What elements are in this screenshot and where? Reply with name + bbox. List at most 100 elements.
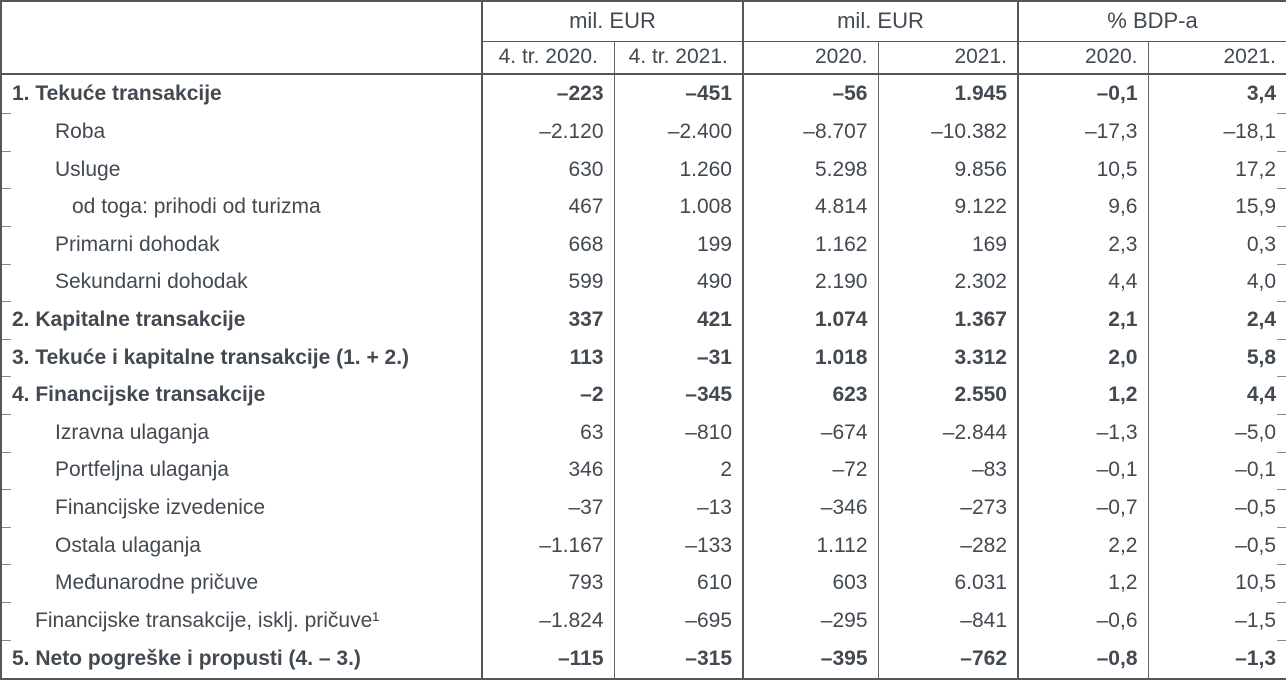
value-cell: 1.162 [742, 226, 878, 264]
value-cell: 10,5 [1147, 564, 1286, 603]
value-cell: –0,8 [1017, 639, 1148, 679]
value-cell: –0,5 [1147, 489, 1286, 527]
value-cell: 793 [481, 564, 614, 603]
value-cell: 337 [481, 301, 614, 339]
value-cell: –37 [481, 489, 614, 527]
value-cell: 9.122 [877, 188, 1018, 226]
col-header-q4-2020: 4. tr. 2020. [481, 41, 614, 75]
column-group-mil-eur-annual: mil. EUR [742, 1, 1018, 42]
value-cell: –2.400 [613, 113, 743, 151]
value-cell: –0,1 [1017, 74, 1148, 114]
value-cell: –0,6 [1017, 602, 1148, 640]
col-header-2021-eur: 2021. [877, 41, 1018, 75]
value-cell: 1.112 [742, 526, 878, 565]
value-cell: –10.382 [877, 113, 1018, 151]
value-cell: –0,1 [1017, 451, 1148, 490]
value-cell: –17,3 [1017, 113, 1148, 151]
value-cell: 4,4 [1147, 376, 1286, 415]
value-cell: 5.298 [742, 150, 878, 189]
value-cell: 9.856 [877, 150, 1018, 189]
value-cell: –2.844 [877, 414, 1018, 452]
value-cell: 113 [481, 338, 614, 377]
value-cell: –0,7 [1017, 489, 1148, 527]
value-cell: –1.824 [481, 602, 614, 640]
value-cell: –346 [742, 489, 878, 527]
value-cell: 15,9 [1147, 188, 1286, 226]
col-header-q4-2021: 4. tr. 2021. [613, 41, 743, 75]
row-label: 2. Kapitalne transakcije [1, 301, 482, 339]
value-cell: 1.367 [877, 301, 1018, 339]
column-group-mil-eur-quarterly: mil. EUR [481, 1, 743, 42]
value-cell: 2 [613, 451, 743, 490]
value-cell: –695 [613, 602, 743, 640]
value-cell: 1.260 [613, 150, 743, 189]
row-label: od toga: prihodi od turizma [1, 188, 482, 226]
column-group-header-row: mil. EUR mil. EUR % BDP-a [1, 1, 1286, 75]
value-cell: –5,0 [1147, 414, 1286, 452]
row-label: Financijske transakcije, isklj. pričuve¹ [1, 602, 482, 640]
value-cell: –56 [742, 74, 878, 114]
corner-empty-cell [1, 1, 483, 75]
row-label: 5. Neto pogreške i propusti (4. – 3.) [1, 639, 482, 679]
value-cell: 610 [613, 564, 743, 603]
table-row: 2. Kapitalne transakcije 337 421 1.074 1.367… [1, 301, 1286, 339]
value-cell: –2 [481, 376, 614, 415]
value-cell: 10,5 [1017, 150, 1148, 189]
value-cell: –18,1 [1147, 113, 1286, 151]
value-cell: –395 [742, 639, 878, 679]
value-cell: 2,2 [1017, 526, 1148, 565]
col-header-2021-pct: 2021. [1147, 41, 1286, 75]
table-row: 1. Tekuće transakcije –223 –451 –56 1.945 –0,… [1, 74, 1286, 114]
value-cell: 2,4 [1147, 301, 1286, 339]
table-row: Međunarodne pričuve 793 610 603 6.031 1,2 10,5 [1, 564, 1286, 603]
value-cell: –13 [613, 489, 743, 527]
value-cell: 1.008 [613, 188, 743, 226]
value-cell: 467 [481, 188, 614, 226]
table-row: Izravna ulaganja 63 –810 –674 –2.844 –1,3 –5,0 [1, 414, 1286, 452]
value-cell: –451 [613, 74, 743, 114]
value-cell: 623 [742, 376, 878, 415]
value-cell: –1,3 [1147, 639, 1286, 679]
row-label: Financijske izvedenice [1, 489, 482, 527]
value-cell: 0,3 [1147, 226, 1286, 264]
value-cell: –1,3 [1017, 414, 1148, 452]
value-cell: –72 [742, 451, 878, 490]
row-label: 3. Tekuće i kapitalne transakcije (1. + … [1, 338, 482, 377]
value-cell: –1.167 [481, 526, 614, 565]
value-cell: 63 [481, 414, 614, 452]
row-label: Izravna ulaganja [1, 414, 482, 452]
value-cell: –2.120 [481, 113, 614, 151]
col-header-2020-pct: 2020. [1017, 41, 1148, 75]
value-cell: –0,5 [1147, 526, 1286, 565]
table-row: Financijske transakcije, isklj. pričuve¹… [1, 602, 1286, 640]
value-cell: –345 [613, 376, 743, 415]
value-cell: 599 [481, 263, 614, 302]
value-cell: –282 [877, 526, 1018, 565]
value-cell: –295 [742, 602, 878, 640]
value-cell: –115 [481, 639, 614, 679]
value-cell: 5,8 [1147, 338, 1286, 377]
table-row: od toga: prihodi od turizma 467 1.008 4.814… [1, 188, 1286, 226]
row-label: Primarni dohodak [1, 226, 482, 264]
value-cell: 346 [481, 451, 614, 490]
value-cell: –133 [613, 526, 743, 565]
value-cell: 2,0 [1017, 338, 1148, 377]
table-header: mil. EUR mil. EUR % BDP-a 4. tr. 2020. 4… [1, 1, 1286, 75]
value-cell: 6.031 [877, 564, 1018, 603]
value-cell: 2,3 [1017, 226, 1148, 264]
row-label: Ostala ulaganja [1, 526, 482, 565]
value-cell: 3.312 [877, 338, 1018, 377]
value-cell: 1.018 [742, 338, 878, 377]
value-cell: –674 [742, 414, 878, 452]
value-cell: 1.945 [877, 74, 1018, 114]
table-row: Usluge 630 1.260 5.298 9.856 10,5 17,2 [1, 150, 1286, 189]
sub-header-row: 4. tr. 2020. 4. tr. 2021. 2020. 2021. 20… [1, 41, 1286, 75]
value-cell: –273 [877, 489, 1018, 527]
table-body: 1. Tekuće transakcije –223 –451 –56 1.945 –0,… [1, 74, 1286, 679]
value-cell: 9,6 [1017, 188, 1148, 226]
value-cell: 421 [613, 301, 743, 339]
value-cell: 2.302 [877, 263, 1018, 302]
value-cell: 4.814 [742, 188, 878, 226]
row-label: Roba [1, 113, 482, 151]
value-cell: –8.707 [742, 113, 878, 151]
